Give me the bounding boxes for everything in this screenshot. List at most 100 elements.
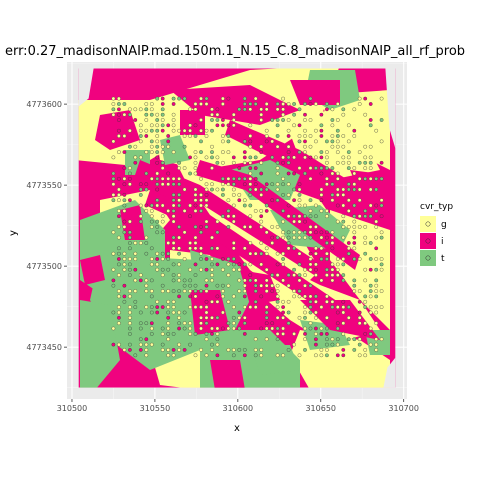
- sample-point: [319, 278, 324, 283]
- sample-point: [259, 144, 264, 149]
- sample-point: [308, 209, 313, 213]
- sample-point: [122, 294, 127, 299]
- sample-point: [259, 214, 264, 219]
- sample-point: [166, 332, 171, 336]
- sample-point: [264, 315, 269, 320]
- sample-point: [297, 139, 302, 144]
- sample-point: [259, 160, 264, 165]
- sample-point: [286, 246, 291, 251]
- sample-point: [117, 209, 121, 213]
- sample-point: [379, 203, 384, 208]
- sample-point: [303, 118, 307, 122]
- sample-point: [379, 289, 384, 293]
- sample-point: [248, 176, 253, 181]
- sample-point: [117, 294, 121, 299]
- sample-point: [253, 299, 258, 304]
- sample-point: [330, 246, 335, 251]
- sample-point: [335, 257, 340, 261]
- sample-point: [111, 112, 116, 117]
- sample-point: [379, 267, 384, 272]
- sample-point: [237, 262, 242, 267]
- sample-point: [335, 262, 340, 267]
- sample-point: [117, 187, 121, 192]
- sample-point: [171, 305, 176, 309]
- sample-point: [171, 246, 176, 251]
- sample-point: [122, 102, 127, 106]
- y-tick-label: 4773450: [26, 343, 62, 352]
- cover-patch: [250, 345, 300, 375]
- sample-point: [242, 353, 247, 358]
- sample-point: [242, 96, 247, 101]
- sample-point: [346, 209, 351, 213]
- sample-point: [111, 139, 116, 144]
- sample-point: [166, 134, 171, 138]
- sample-point: [122, 348, 127, 352]
- sample-point: [204, 198, 209, 203]
- sample-point: [182, 321, 187, 326]
- sample-point: [325, 107, 329, 112]
- sample-point: [193, 123, 198, 128]
- sample-point: [199, 321, 203, 326]
- sample-point: [188, 155, 192, 160]
- sample-point: [292, 230, 296, 235]
- sample-point: [199, 118, 203, 122]
- sample-point: [352, 214, 357, 219]
- sample-point: [368, 289, 373, 293]
- sample-point: [171, 219, 176, 224]
- sample-point: [281, 332, 285, 336]
- sample-point: [226, 321, 231, 326]
- sample-point: [308, 230, 313, 235]
- sample-point: [128, 166, 132, 170]
- y-tick-label: 4773500: [26, 262, 62, 271]
- sample-point: [144, 342, 149, 347]
- sample-point: [352, 107, 357, 112]
- sample-point: [155, 139, 160, 144]
- sample-point: [237, 326, 242, 331]
- sample-point: [226, 209, 231, 213]
- sample-point: [346, 225, 351, 229]
- sample-point: [357, 321, 362, 326]
- sample-point: [117, 193, 121, 197]
- sample-point: [166, 289, 171, 293]
- sample-point: [286, 134, 291, 138]
- sample-point: [171, 332, 176, 336]
- sample-point: [144, 321, 149, 326]
- sample-point: [210, 257, 214, 261]
- sample-point: [341, 219, 346, 224]
- sample-point: [308, 305, 313, 309]
- sample-point: [352, 257, 357, 261]
- sample-point: [171, 353, 176, 358]
- sample-point: [231, 348, 236, 352]
- sample-point: [368, 241, 373, 245]
- sample-point: [231, 246, 236, 251]
- sample-point: [303, 144, 307, 149]
- sample-point: [177, 96, 181, 101]
- sample-point: [242, 203, 247, 208]
- sample-point: [275, 273, 280, 277]
- sample-point: [171, 289, 176, 293]
- sample-point: [204, 257, 209, 261]
- sample-point: [341, 144, 346, 149]
- sample-point: [193, 150, 198, 154]
- sample-point: [363, 160, 368, 165]
- sample-point: [215, 112, 220, 117]
- sample-point: [330, 337, 335, 342]
- sample-point: [292, 155, 296, 160]
- sample-point: [335, 134, 340, 138]
- sample-point: [341, 257, 346, 261]
- sample-point: [248, 214, 253, 219]
- sample-point: [303, 337, 307, 342]
- sample-point: [319, 112, 324, 117]
- sample-point: [341, 214, 346, 219]
- sample-point: [374, 246, 379, 251]
- sample-point: [330, 230, 335, 235]
- sample-point: [155, 262, 160, 267]
- sample-point: [303, 305, 307, 309]
- sample-point: [122, 299, 127, 304]
- sample-point: [314, 326, 318, 331]
- sample-point: [248, 144, 253, 149]
- sample-point: [155, 219, 160, 224]
- sample-point: [314, 315, 318, 320]
- sample-point: [325, 230, 329, 235]
- sample-point: [346, 305, 351, 309]
